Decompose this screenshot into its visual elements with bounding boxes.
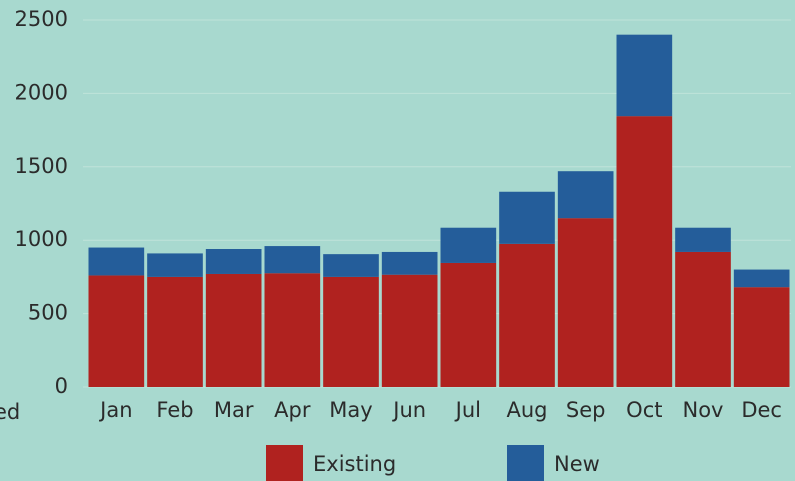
y-tick-label: 2000 [15,80,68,104]
x-tick-label: Feb [156,398,193,422]
bar-segment [323,254,379,277]
bar-segment [733,287,790,387]
x-tick-label: Jul [454,398,481,422]
bar-segment [88,247,145,276]
bar-segment [616,116,673,388]
legend-swatch [507,445,544,481]
cut-off-label: ed [0,400,20,424]
x-tick-label: Jun [391,398,426,422]
legend-label: Existing [313,452,396,476]
bar-segment [675,227,731,252]
x-tick-label: Nov [683,398,724,422]
legend-label: New [554,452,600,476]
y-tick-label: 1000 [15,227,68,251]
bar-segment [733,269,790,288]
bar-segment [616,34,673,117]
y-tick-label: 1500 [15,154,68,178]
bar-segment [205,249,262,274]
y-tick-label: 2500 [15,7,68,31]
x-tick-label: Apr [274,398,311,422]
x-tick-label: May [329,398,372,422]
x-tick-label: Dec [741,398,782,422]
bar-segment [147,276,203,387]
bar-segment [381,274,438,387]
x-tick-label: Mar [214,398,254,422]
x-tick-label: Jan [98,398,132,422]
bar-segment [264,246,321,274]
bar-segment [88,275,145,387]
bar-segment [381,251,438,275]
bar-segment [499,191,555,244]
bar-segment [440,227,497,263]
x-tick-label: Aug [506,398,547,422]
legend-swatch [266,445,303,481]
x-tick-label: Sep [566,398,606,422]
bar-segment [264,273,321,387]
x-tick-label: Oct [626,398,662,422]
bar-segment [440,262,497,387]
bar-segment [323,276,379,387]
y-tick-label: 500 [28,301,68,325]
bar-segment [499,243,555,387]
bar-segment [147,253,203,277]
bar-segment [557,171,614,219]
bar-segment [557,218,614,387]
bar-segment [675,251,731,387]
y-tick-label: 0 [55,374,68,398]
bar-segment [205,273,262,387]
